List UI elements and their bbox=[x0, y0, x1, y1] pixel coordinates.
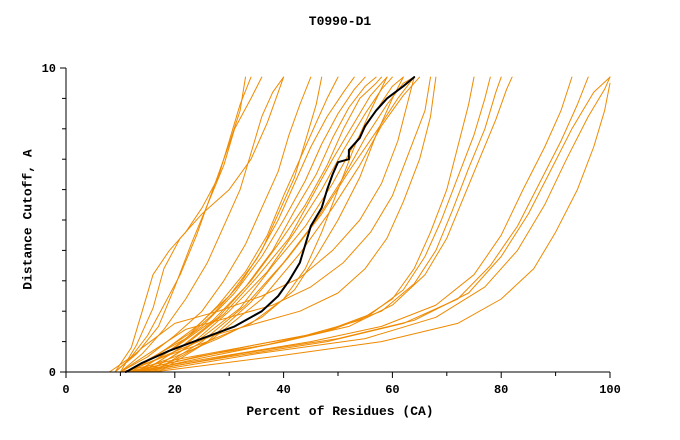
series-model-06 bbox=[130, 76, 339, 373]
y-tick-label: 0 bbox=[49, 366, 56, 380]
x-tick-label: 60 bbox=[385, 383, 399, 397]
series-model-28 bbox=[147, 76, 611, 373]
series-model-09 bbox=[136, 76, 377, 373]
series-highlight-model bbox=[124, 76, 416, 373]
x-tick-label: 20 bbox=[168, 383, 182, 397]
x-tick-label: 40 bbox=[276, 383, 290, 397]
series-model-30 bbox=[125, 76, 437, 373]
series-model-29 bbox=[152, 82, 611, 373]
chart-title: T0990-D1 bbox=[308, 14, 372, 29]
series-model-24 bbox=[136, 76, 513, 373]
series-model-04 bbox=[119, 76, 312, 373]
x-tick-label: 80 bbox=[494, 383, 508, 397]
series-model-23 bbox=[130, 76, 502, 373]
series-model-22 bbox=[125, 76, 491, 373]
series-model-18 bbox=[119, 76, 285, 373]
series-model-20 bbox=[130, 76, 404, 373]
y-tick-label: 10 bbox=[42, 62, 56, 76]
series-model-16 bbox=[158, 76, 421, 373]
series-model-32 bbox=[114, 76, 415, 373]
series-model-08 bbox=[136, 76, 366, 373]
series-model-27 bbox=[141, 76, 611, 373]
series-model-07 bbox=[130, 76, 355, 373]
series-model-11 bbox=[141, 76, 388, 373]
series-model-26 bbox=[136, 76, 589, 373]
series-model-13 bbox=[147, 76, 404, 373]
series-model-25 bbox=[130, 76, 573, 373]
series-model-10 bbox=[141, 76, 382, 373]
series-model-19 bbox=[125, 76, 388, 373]
series-model-15 bbox=[152, 76, 415, 373]
series-model-31 bbox=[119, 76, 431, 373]
series-model-01 bbox=[109, 76, 246, 373]
series-model-02 bbox=[114, 76, 263, 373]
series-model-12 bbox=[147, 76, 393, 373]
x-tick-label: 0 bbox=[62, 383, 69, 397]
series-model-21 bbox=[119, 76, 475, 373]
x-tick-label: 100 bbox=[599, 383, 621, 397]
x-axis-label: Percent of Residues (CA) bbox=[246, 404, 434, 419]
